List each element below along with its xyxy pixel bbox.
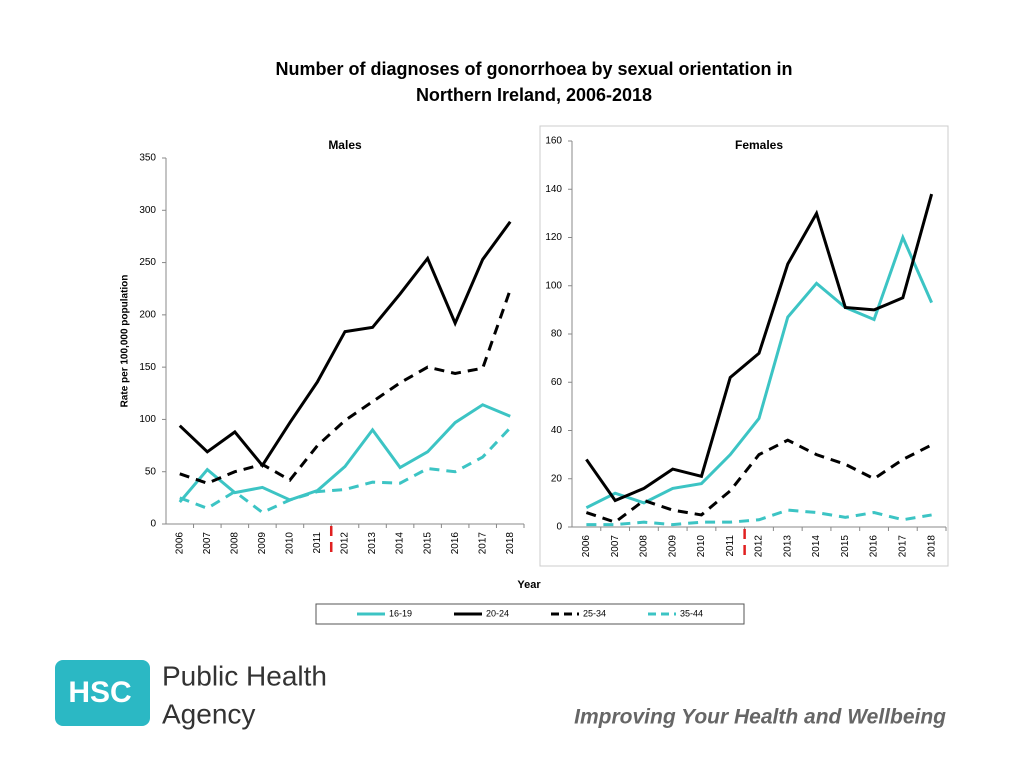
y-axis-label: Rate per 100,000 population bbox=[120, 275, 131, 408]
series-line bbox=[178, 403, 511, 504]
y-tick-label: 40 bbox=[551, 425, 563, 436]
y-tick-label: 150 bbox=[139, 362, 156, 373]
series-line bbox=[585, 193, 934, 503]
x-tick-label: 2011 bbox=[312, 532, 323, 554]
series-line bbox=[585, 438, 933, 524]
x-tick-label: 2012 bbox=[340, 532, 351, 555]
y-tick-label: 50 bbox=[145, 466, 157, 477]
x-tick-label: 2014 bbox=[395, 532, 406, 555]
y-tick-label: 80 bbox=[551, 329, 563, 340]
x-tick-label: 2010 bbox=[285, 532, 296, 555]
x-tick-label: 2018 bbox=[926, 535, 937, 558]
x-tick-label: 2011 bbox=[725, 535, 736, 557]
series-line bbox=[179, 289, 512, 485]
x-tick-label: 2009 bbox=[257, 532, 268, 555]
legend-label: 25-34 bbox=[583, 608, 606, 618]
y-tick-label: 100 bbox=[139, 414, 156, 425]
org-name: Public Health bbox=[162, 660, 327, 691]
org-name: Agency bbox=[162, 698, 255, 729]
y-tick-label: 0 bbox=[150, 519, 156, 530]
x-tick-label: 2015 bbox=[422, 532, 433, 555]
y-tick-label: 250 bbox=[139, 257, 156, 268]
legend-frame bbox=[315, 603, 745, 625]
legend-label: 20-24 bbox=[486, 608, 509, 618]
x-tick-label: 2007 bbox=[610, 535, 621, 558]
x-axis-label: Year bbox=[517, 579, 541, 591]
logo-box bbox=[55, 660, 150, 726]
y-tick-label: 300 bbox=[139, 205, 156, 216]
series-line bbox=[179, 426, 512, 515]
y-tick-label: 60 bbox=[551, 377, 563, 388]
x-tick-label: 2016 bbox=[869, 535, 880, 558]
y-tick-label: 20 bbox=[551, 473, 563, 484]
logo: HSC Public Health Agency bbox=[55, 660, 327, 729]
y-tick-label: 120 bbox=[545, 232, 562, 243]
logo-text: HSC bbox=[68, 676, 131, 709]
x-tick-label: 2012 bbox=[754, 535, 765, 558]
legend-label: 35-44 bbox=[680, 608, 703, 618]
x-tick-label: 2013 bbox=[782, 535, 793, 558]
x-tick-label: 2010 bbox=[696, 535, 707, 558]
slide-title: Number of diagnoses of gonorrhoea by sex… bbox=[275, 59, 792, 105]
x-tick-label: 2009 bbox=[667, 535, 678, 558]
series-line bbox=[586, 508, 932, 527]
x-tick-label: 2017 bbox=[477, 532, 488, 555]
x-tick-label: 2015 bbox=[840, 535, 851, 558]
x-tick-label: 2006 bbox=[174, 532, 185, 555]
x-tick-label: 2008 bbox=[639, 535, 650, 558]
series-line bbox=[585, 233, 933, 510]
x-tick-label: 2014 bbox=[811, 535, 822, 558]
x-tick-label: 2018 bbox=[505, 532, 516, 555]
x-tick-label: 2013 bbox=[367, 532, 378, 555]
series-line bbox=[178, 220, 512, 468]
x-tick-label: 2007 bbox=[202, 532, 213, 555]
tagline: Improving Your Health and Wellbeing bbox=[574, 706, 946, 729]
legend-label: 16-19 bbox=[389, 608, 412, 618]
y-tick-label: 160 bbox=[545, 136, 562, 147]
y-tick-label: 350 bbox=[139, 153, 156, 164]
y-tick-label: 140 bbox=[545, 184, 562, 195]
x-tick-label: 2017 bbox=[897, 535, 908, 558]
chart-title: Females bbox=[735, 138, 783, 152]
chart-frame bbox=[539, 125, 949, 567]
chart-title: Males bbox=[328, 138, 362, 152]
x-tick-label: 2006 bbox=[581, 535, 592, 558]
y-tick-label: 100 bbox=[545, 280, 562, 291]
x-tick-label: 2008 bbox=[229, 532, 240, 555]
x-tick-label: 2016 bbox=[450, 532, 461, 555]
y-tick-label: 0 bbox=[556, 522, 562, 533]
y-tick-label: 200 bbox=[139, 309, 156, 320]
